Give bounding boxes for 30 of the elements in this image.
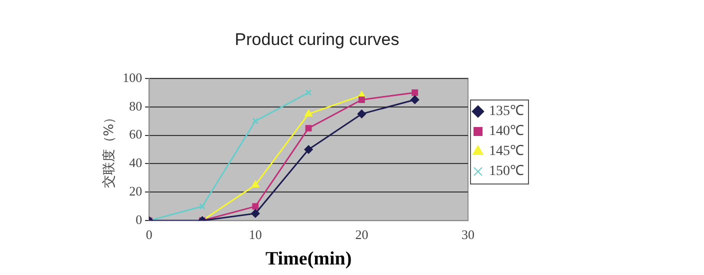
x-tick-label: 0 (146, 226, 152, 242)
legend-label: 150℃ (489, 164, 524, 180)
point (412, 89, 418, 96)
point (252, 203, 259, 210)
legend-label: 140℃ (489, 124, 524, 140)
point (304, 110, 312, 116)
y-tick-label: 100 (122, 70, 142, 85)
legend-label: 145℃ (489, 144, 524, 160)
point (305, 124, 312, 132)
point (358, 96, 365, 103)
point (304, 145, 313, 154)
point (305, 89, 312, 96)
point (199, 203, 206, 210)
y-tick-label: 80 (129, 98, 142, 114)
x-axis-title: Time(min) (265, 248, 352, 270)
y-tick-label: 40 (129, 155, 142, 170)
chart-title: Product curing curves (234, 30, 400, 49)
x-tick-label: 30 (462, 226, 474, 242)
y-tick-label: 0 (136, 212, 142, 228)
point (251, 209, 260, 218)
y-axis-title: 交联度（%） (101, 110, 118, 188)
point (252, 180, 260, 188)
y-tick-label: 20 (129, 184, 142, 199)
point (357, 110, 366, 118)
point (252, 118, 259, 124)
x-tick-label: 20 (355, 226, 368, 242)
x-tick-label: 10 (248, 226, 262, 242)
legend-label: 135℃ (489, 104, 524, 120)
y-tick-label: 60 (129, 126, 142, 142)
point (410, 95, 420, 104)
